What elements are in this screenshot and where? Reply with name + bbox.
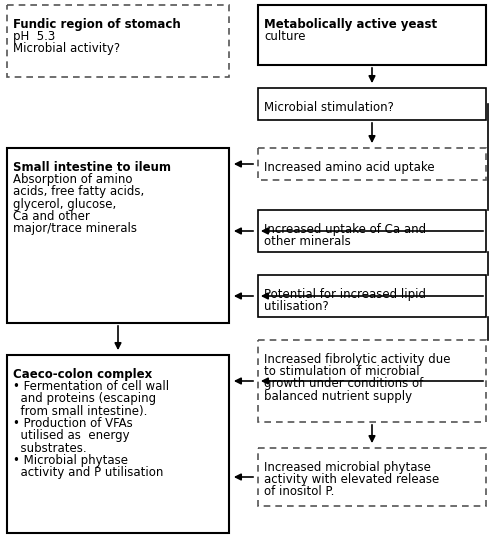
Text: utilised as  energy: utilised as energy — [13, 430, 130, 443]
Text: substrates.: substrates. — [13, 442, 86, 455]
Text: Microbial activity?: Microbial activity? — [13, 42, 120, 55]
Bar — [7, 5, 229, 77]
Text: activity and P utilisation: activity and P utilisation — [13, 466, 164, 479]
Text: • Microbial phytase: • Microbial phytase — [13, 454, 128, 467]
Text: • Fermentation of cell wall: • Fermentation of cell wall — [13, 380, 169, 393]
Text: glycerol, glucose,: glycerol, glucose, — [13, 198, 116, 211]
Text: activity with elevated release: activity with elevated release — [264, 473, 440, 486]
Text: Small intestine to ileum: Small intestine to ileum — [13, 161, 171, 174]
Text: Caeco-colon complex: Caeco-colon complex — [13, 368, 152, 381]
Text: Fundic region of stomach: Fundic region of stomach — [13, 18, 181, 31]
Bar — [258, 448, 486, 506]
Text: major/trace minerals: major/trace minerals — [13, 222, 137, 235]
Text: utilisation?: utilisation? — [264, 300, 329, 313]
Text: Increased amino acid uptake: Increased amino acid uptake — [264, 161, 434, 174]
Text: culture: culture — [264, 30, 306, 43]
Text: Increased fibrolytic activity due: Increased fibrolytic activity due — [264, 353, 450, 366]
Bar — [258, 210, 486, 252]
Text: other minerals: other minerals — [264, 235, 351, 248]
Text: Increased microbial phytase: Increased microbial phytase — [264, 461, 431, 474]
Bar — [258, 148, 486, 180]
Bar — [7, 355, 229, 533]
Text: Increased uptake of Ca and: Increased uptake of Ca and — [264, 223, 426, 236]
Text: from small intestine).: from small intestine). — [13, 405, 147, 418]
Text: Absorption of amino: Absorption of amino — [13, 173, 132, 186]
Bar — [258, 5, 486, 65]
Text: pH  5.3: pH 5.3 — [13, 30, 55, 43]
Bar — [258, 340, 486, 422]
Bar — [7, 148, 229, 323]
Bar — [258, 88, 486, 120]
Text: • Production of VFAs: • Production of VFAs — [13, 417, 133, 430]
Text: Potential for increased lipid: Potential for increased lipid — [264, 288, 426, 301]
Text: acids, free fatty acids,: acids, free fatty acids, — [13, 186, 144, 199]
Text: Metabolically active yeast: Metabolically active yeast — [264, 18, 437, 31]
Bar — [258, 275, 486, 317]
Text: to stimulation of microbial: to stimulation of microbial — [264, 365, 420, 378]
Text: and proteins (escaping: and proteins (escaping — [13, 392, 156, 405]
Text: Microbial stimulation?: Microbial stimulation? — [264, 101, 394, 114]
Text: balanced nutrient supply: balanced nutrient supply — [264, 390, 412, 403]
Text: Ca and other: Ca and other — [13, 210, 90, 223]
Text: of inositol P.: of inositol P. — [264, 485, 334, 498]
Text: growth under conditions of: growth under conditions of — [264, 378, 423, 391]
